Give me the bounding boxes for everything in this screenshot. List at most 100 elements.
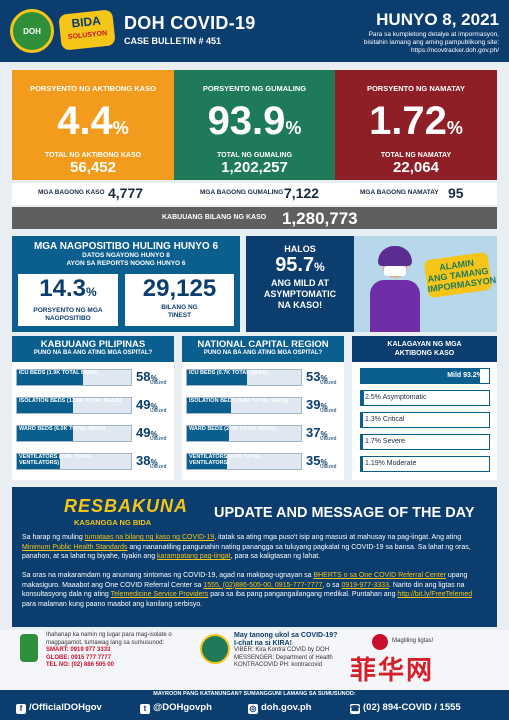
util-row: ISOLATION BEDS (13.6K TOTAL BEDS) 49% Util…: [16, 394, 170, 416]
recovered-total: 1,202,257: [221, 159, 288, 176]
positivity-subtitle: DATOS NGAYONG HUNYO 8: [82, 252, 170, 259]
status-fill: [361, 369, 481, 383]
status-fill: [361, 457, 363, 471]
header-note-line: bisitahin lamang ang aming pampublikong …: [363, 39, 499, 46]
isolation-text: magpagamot, tumawag lang sa sumusunod:: [46, 639, 165, 646]
utilized-label: Utilized: [150, 380, 167, 386]
ncr-utilization-panel: NATIONAL CAPITAL REGION PUNO NA BA ANG AT…: [182, 336, 344, 480]
phone-link[interactable]: ☎ (02) 894-COVID / 1555: [350, 702, 461, 714]
utilized-label: Utilized: [320, 436, 337, 442]
viber-channel[interactable]: VIBER: Kira Kontra COVID by DOH: [234, 647, 330, 653]
utilized-label: Utilized: [150, 464, 167, 470]
recovered-total-label: TOTAL NG GUMALING: [216, 152, 293, 159]
bida-logo-sub: SOLUSYON: [67, 29, 108, 42]
new-deaths-label: MGA BAGONG NAMATAY: [360, 189, 439, 196]
util-row: ISOLATION BEDS (3.8K TOTAL BEDS) 39% Utili…: [186, 394, 340, 416]
new-cases-label: MGA BAGONG KASO: [38, 189, 105, 196]
resbakuna-logo: RESBAKUNA: [64, 496, 189, 516]
tested-label: BILANG NG: [161, 304, 198, 311]
status-row: 2.5% Asymptomatic: [360, 390, 490, 406]
highlight-text: tumataas na bilang ng kaso ng COVID-19: [84, 534, 215, 541]
bulletin-number: CASE BULLETIN # 451: [124, 36, 222, 46]
pct-unit: %: [446, 118, 463, 138]
twitter-link[interactable]: t @DOHgovph: [140, 702, 212, 714]
utilized-label: Utilized: [320, 464, 337, 470]
kira-cta: I-chat na si KIRA!: [234, 639, 292, 647]
active-total-label: TOTAL NG AKTIBONG KASO: [44, 152, 142, 159]
tel-hotline[interactable]: TEL NO: (02) 886 505 00: [46, 662, 114, 668]
status-label: 1.3% Critical: [365, 416, 405, 423]
highlight-text: Telemedicine Service Providers: [110, 591, 209, 598]
recovered-pct-label: PORSYENTO NG GUMALING: [202, 84, 307, 93]
recovered-pct-value: 93.9: [207, 99, 286, 143]
recovered-pct: 93.9%: [174, 99, 335, 150]
util-label: WARD BEDS (6.0K TOTAL BEDS): [19, 426, 106, 432]
active-total: 56,452: [70, 159, 116, 176]
status-label: 1.19% Moderate: [365, 460, 417, 467]
phone-number: (02) 894-COVID / 1555: [363, 702, 461, 713]
case-status-panel: KALAGAYAN NG MGA AKTIBONG KASO Mild 93.2%…: [352, 336, 497, 480]
util-pct: 39: [306, 397, 321, 412]
kira-question: May tanong ukol sa COVID-19?: [234, 632, 338, 639]
kontracovid-channel[interactable]: KONTRACOVID PH: kontracovid: [234, 662, 323, 668]
web-link[interactable]: ◎ doh.gov.ph: [248, 702, 311, 714]
update-title: UPDATE AND MESSAGE OF THE DAY: [214, 505, 475, 521]
tested-label: TINEST: [167, 312, 192, 319]
highlight-text: Minimum Public Health Standards: [22, 543, 128, 551]
ph-util-subtitle: PUNO NA BA ANG ATING MGA OSPITAL?: [33, 350, 153, 356]
web-address: doh.gov.ph: [261, 702, 312, 713]
status-fill: [361, 413, 363, 427]
contact-section: Ihahanap ka namin ng lugar para mag-isol…: [0, 630, 509, 690]
active-cases-card: PORSYENTO NG AKTIBONG KASO 4.4% TOTAL NG…: [12, 70, 174, 180]
globe-icon: ◎: [248, 704, 258, 714]
util-label: ISOLATION BEDS (13.6K TOTAL BEDS): [19, 398, 122, 404]
util-pct: 35: [306, 453, 321, 468]
status-label: Mild 93.2%: [447, 372, 483, 379]
telemed-link[interactable]: http://bit.ly/FreeTelemed: [397, 591, 473, 598]
deaths-pct-value: 1.72: [369, 99, 447, 143]
masked-person-icon: [370, 246, 420, 332]
hotline-link[interactable]: 1555, (02)886-505-00, 0915-777-7777: [203, 581, 323, 589]
twitter-handle: @DOHgovph: [153, 702, 212, 713]
deaths-pct: 1.72%: [335, 99, 497, 150]
util-fill: [187, 370, 248, 385]
util-row: ICU BEDS (1.9K TOTAL BEDS) 58% Utilized: [16, 366, 170, 388]
status-row: 1.7% Severe: [360, 434, 490, 450]
ncr-util-subtitle: PUNO NA BA ANG ATING MGA OSPITAL?: [203, 350, 323, 356]
util-label: ISOLATION BEDS (3.8K TOTAL BEDS): [189, 398, 289, 404]
facebook-icon: f: [16, 704, 26, 714]
status-fill: [361, 391, 365, 405]
hotline-link[interactable]: 0919-977-3333: [341, 581, 389, 589]
active-pct-value: 4.4: [57, 99, 113, 143]
active-pct-label: PORSYENTO NG AKTIBONG KASO: [30, 84, 156, 93]
positivity-rate: 14.3: [39, 275, 87, 302]
highlight-text: karampatang pag-iingat: [157, 553, 231, 560]
tracker-link[interactable]: https://ncovtracker.doh.gov.ph/: [410, 47, 499, 54]
total-cases-value: 1,280,773: [282, 209, 358, 228]
tested-count: 29,125: [142, 275, 217, 302]
util-pct: 37: [306, 425, 321, 440]
globe-hotline[interactable]: GLOBE: 0915 777 7777: [46, 654, 112, 661]
util-pct: 53: [306, 369, 321, 384]
mk-tagline: Magtiling ligtas!: [392, 638, 434, 644]
messenger-channel[interactable]: MESSENGER: Department of Health: [234, 654, 333, 661]
status-row: Mild 93.2%: [360, 368, 490, 384]
deaths-total: 22,064: [393, 159, 439, 176]
status-title: KALAGAYAN NG MGA: [387, 341, 462, 348]
util-fill: [187, 454, 227, 469]
util-label: ICU BEDS (1.9K TOTAL BEDS): [19, 370, 99, 376]
util-row: WARD BEDS (6.0K TOTAL BEDS) 49% Utilized: [16, 422, 170, 444]
asym-line: ASYMPTOMATIC: [263, 289, 337, 299]
util-pct: 49: [136, 397, 151, 412]
active-pct: 4.4%: [12, 99, 174, 150]
util-fill: [187, 398, 232, 413]
status-label: 1.7% Severe: [365, 438, 406, 445]
tested-box: 29,125 BILANG NG TINEST: [125, 274, 234, 326]
new-deaths-value: 95: [448, 185, 464, 201]
util-fill: [17, 426, 73, 441]
facebook-link[interactable]: f/OfficialDOHgov: [16, 702, 102, 714]
positivity-title: MGA NAGPOSITIBO HULING HUNYO 6: [33, 241, 219, 252]
pct-unit: %: [86, 285, 97, 299]
smart-hotline[interactable]: SMART: 0919 977 3333: [46, 647, 111, 653]
